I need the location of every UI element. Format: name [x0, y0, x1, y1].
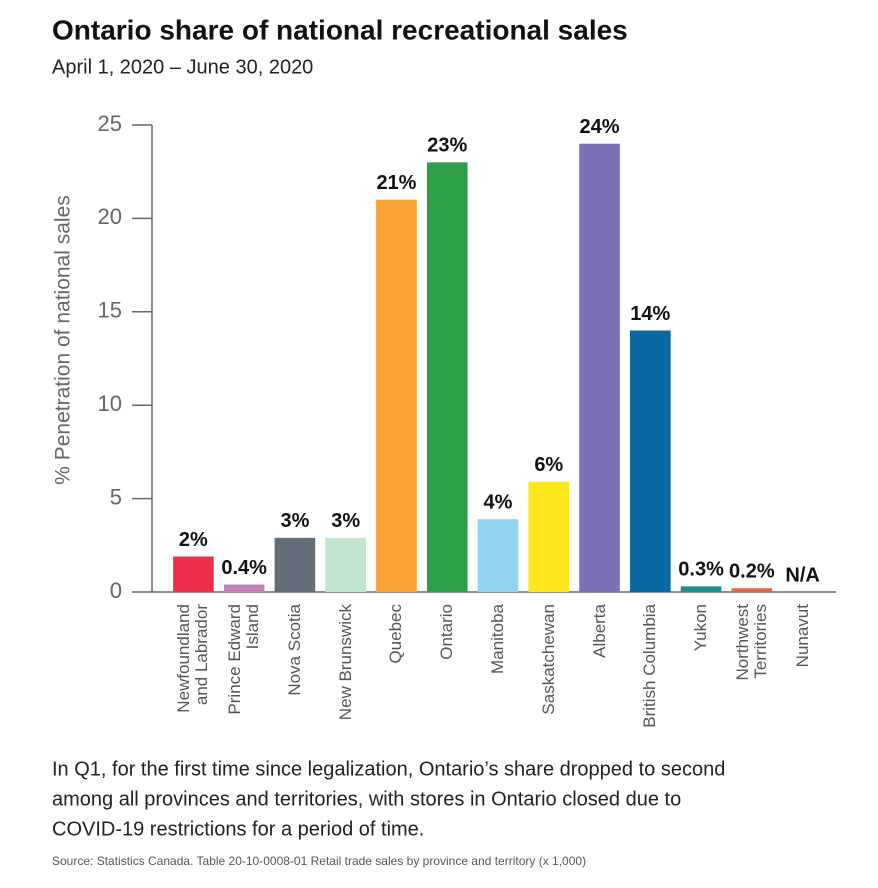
y-tick-label: 15	[98, 298, 122, 323]
value-label: 2%	[179, 529, 208, 551]
x-tick-label: Prince Edward Island	[225, 604, 263, 715]
bar	[426, 162, 468, 593]
y-tick-label: 25	[98, 111, 122, 136]
value-label: 24%	[580, 116, 620, 138]
caption: In Q1, for the first time since legaliza…	[52, 758, 725, 780]
value-label: 23%	[427, 135, 467, 157]
y-tick-label: 10	[98, 391, 122, 416]
source: Source: Statistics Canada. Table 20-10-0…	[52, 854, 586, 868]
bar	[528, 481, 570, 592]
x-tick-label: Northwest Territories	[733, 604, 770, 681]
chart-title: Ontario share of national recreational s…	[52, 14, 628, 45]
x-tick-label: Ontario	[437, 604, 457, 660]
value-label: 0.3%	[678, 559, 724, 581]
bar	[579, 143, 620, 592]
value-label: 21%	[376, 172, 416, 194]
x-tick-label: Manitoba	[488, 604, 508, 674]
value-label: 3%	[280, 510, 309, 532]
x-tick-label: Nunavut	[792, 604, 812, 668]
bar	[477, 519, 519, 592]
bar	[731, 588, 773, 592]
y-tick-label: 5	[110, 484, 122, 509]
x-tick-label: Quebec	[386, 604, 406, 664]
caption: among all provinces and territories, wit…	[52, 788, 681, 810]
bar	[325, 537, 366, 592]
bar	[223, 584, 265, 592]
x-tick-label: Alberta	[589, 604, 609, 658]
caption: COVID-19 restrictions for a period of ti…	[52, 818, 424, 840]
value-label: 0.2%	[729, 561, 775, 583]
value-label: 0.4%	[221, 557, 267, 579]
chart-subtitle: April 1, 2020 – June 30, 2020	[52, 56, 313, 78]
y-tick-label: 20	[98, 204, 122, 229]
value-label: 6%	[534, 454, 563, 476]
value-label: 3%	[331, 510, 360, 532]
x-tick-label: Saskatchewan	[538, 604, 558, 715]
bar	[274, 537, 316, 592]
x-tick-label: British Columbia	[640, 604, 660, 728]
x-tick-label: Nova Scotia	[285, 604, 304, 696]
y-axis-label: % Penetration of national sales	[52, 195, 75, 485]
bar	[680, 586, 722, 592]
x-tick-label: Yukon	[691, 604, 711, 652]
bar	[376, 199, 417, 592]
value-label: 4%	[484, 491, 513, 513]
value-label: N/A	[785, 564, 819, 586]
value-label: 14%	[630, 303, 670, 325]
x-tick-label: New Brunswick	[335, 604, 355, 721]
bar	[630, 330, 671, 592]
bar	[173, 556, 214, 592]
x-tick-label: Newfoundland and Labrador	[174, 604, 212, 713]
y-tick-label: 0	[110, 578, 122, 603]
